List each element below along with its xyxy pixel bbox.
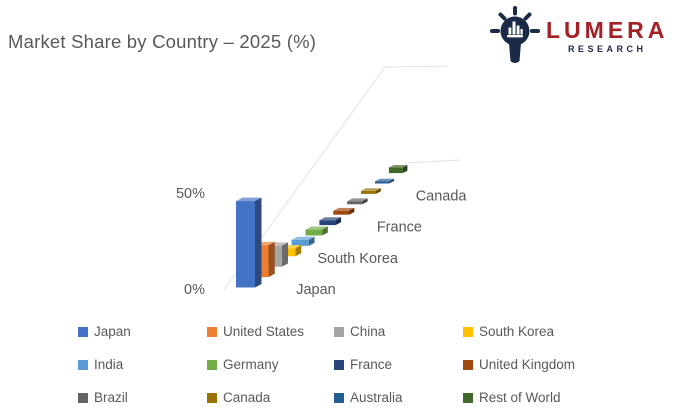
- logo-brand-text: LUMERA: [546, 16, 669, 43]
- bar-canada: [361, 188, 381, 194]
- bar-france: [319, 217, 342, 226]
- legend-item-south-korea: South Korea: [463, 324, 554, 339]
- legend-label-india: India: [94, 357, 124, 372]
- legend-item-australia: Australia: [334, 390, 403, 405]
- legend-label-united-states: United States: [223, 324, 305, 339]
- wall-edge-line-1: [384, 65, 449, 68]
- chart-title: Market Share by Country – 2025 (%): [8, 31, 317, 52]
- legend-item-brazil: Brazil: [78, 390, 128, 405]
- legend-label-france: France: [350, 357, 393, 372]
- legend-label-united-kingdom: United Kingdom: [479, 357, 576, 372]
- category-axis-label-canada: Canada: [416, 188, 468, 204]
- bar-australia: [375, 178, 395, 184]
- legend-label-japan: Japan: [94, 324, 131, 339]
- legend-swatch-japan: [78, 326, 88, 337]
- legend-label-south-korea: South Korea: [479, 324, 555, 339]
- legend-swatch-australia: [334, 392, 344, 403]
- legend-label-germany: Germany: [223, 357, 279, 372]
- legend-swatch-india: [78, 359, 88, 370]
- legend-label-china: China: [350, 324, 386, 339]
- legend-swatch-germany: [207, 359, 217, 370]
- legend-swatch-brazil: [78, 392, 88, 403]
- category-axis-label-japan: Japan: [296, 282, 336, 298]
- legend-item-germany: Germany: [207, 357, 279, 372]
- legend-label-brazil: Brazil: [94, 390, 128, 405]
- logo-text: LUMERA RESEARCH: [546, 16, 669, 55]
- legend-item-japan: Japan: [78, 324, 131, 339]
- legend-swatch-rest-of-world: [463, 392, 473, 403]
- bar-united-kingdom: [333, 207, 355, 215]
- bar-brazil: [347, 198, 368, 205]
- legend-swatch-united-states: [207, 326, 217, 337]
- bar-rest-of-world: [388, 164, 408, 174]
- legend-label-rest-of-world: Rest of World: [479, 390, 561, 405]
- legend-label-canada: Canada: [223, 390, 271, 405]
- legend-item-united-states: United States: [207, 324, 304, 339]
- legend-item-rest-of-world: Rest of World: [463, 390, 561, 405]
- lightbulb-icon: [490, 6, 540, 63]
- legend-swatch-france: [334, 359, 344, 370]
- logo: LUMERA RESEARCH: [486, 5, 668, 67]
- legend-swatch-china: [334, 326, 344, 337]
- bar-india: [291, 236, 315, 246]
- legend-swatch-united-kingdom: [463, 359, 473, 370]
- logo-tagline-text: RESEARCH: [567, 44, 647, 55]
- bar-japan: [236, 197, 262, 288]
- skyline-bars-glyph: [507, 21, 523, 38]
- value-axis-label-50%: 50%: [176, 186, 205, 202]
- legend-item-france: France: [334, 357, 392, 372]
- bar-germany: [305, 226, 328, 236]
- category-axis-label-south-korea: South Korea: [317, 251, 399, 267]
- wall-edge-line-2: [404, 159, 461, 164]
- legend-item-canada: Canada: [207, 390, 270, 405]
- legend-swatch-canada: [207, 392, 217, 403]
- legend-swatch-south-korea: [463, 326, 473, 337]
- legend-label-australia: Australia: [350, 390, 403, 405]
- legend-item-united-kingdom: United Kingdom: [463, 357, 575, 372]
- value-axis-label-0%: 0%: [184, 282, 205, 298]
- legend-item-india: India: [78, 357, 123, 372]
- category-axis-label-france: France: [377, 220, 422, 236]
- legend-item-china: China: [334, 324, 385, 339]
